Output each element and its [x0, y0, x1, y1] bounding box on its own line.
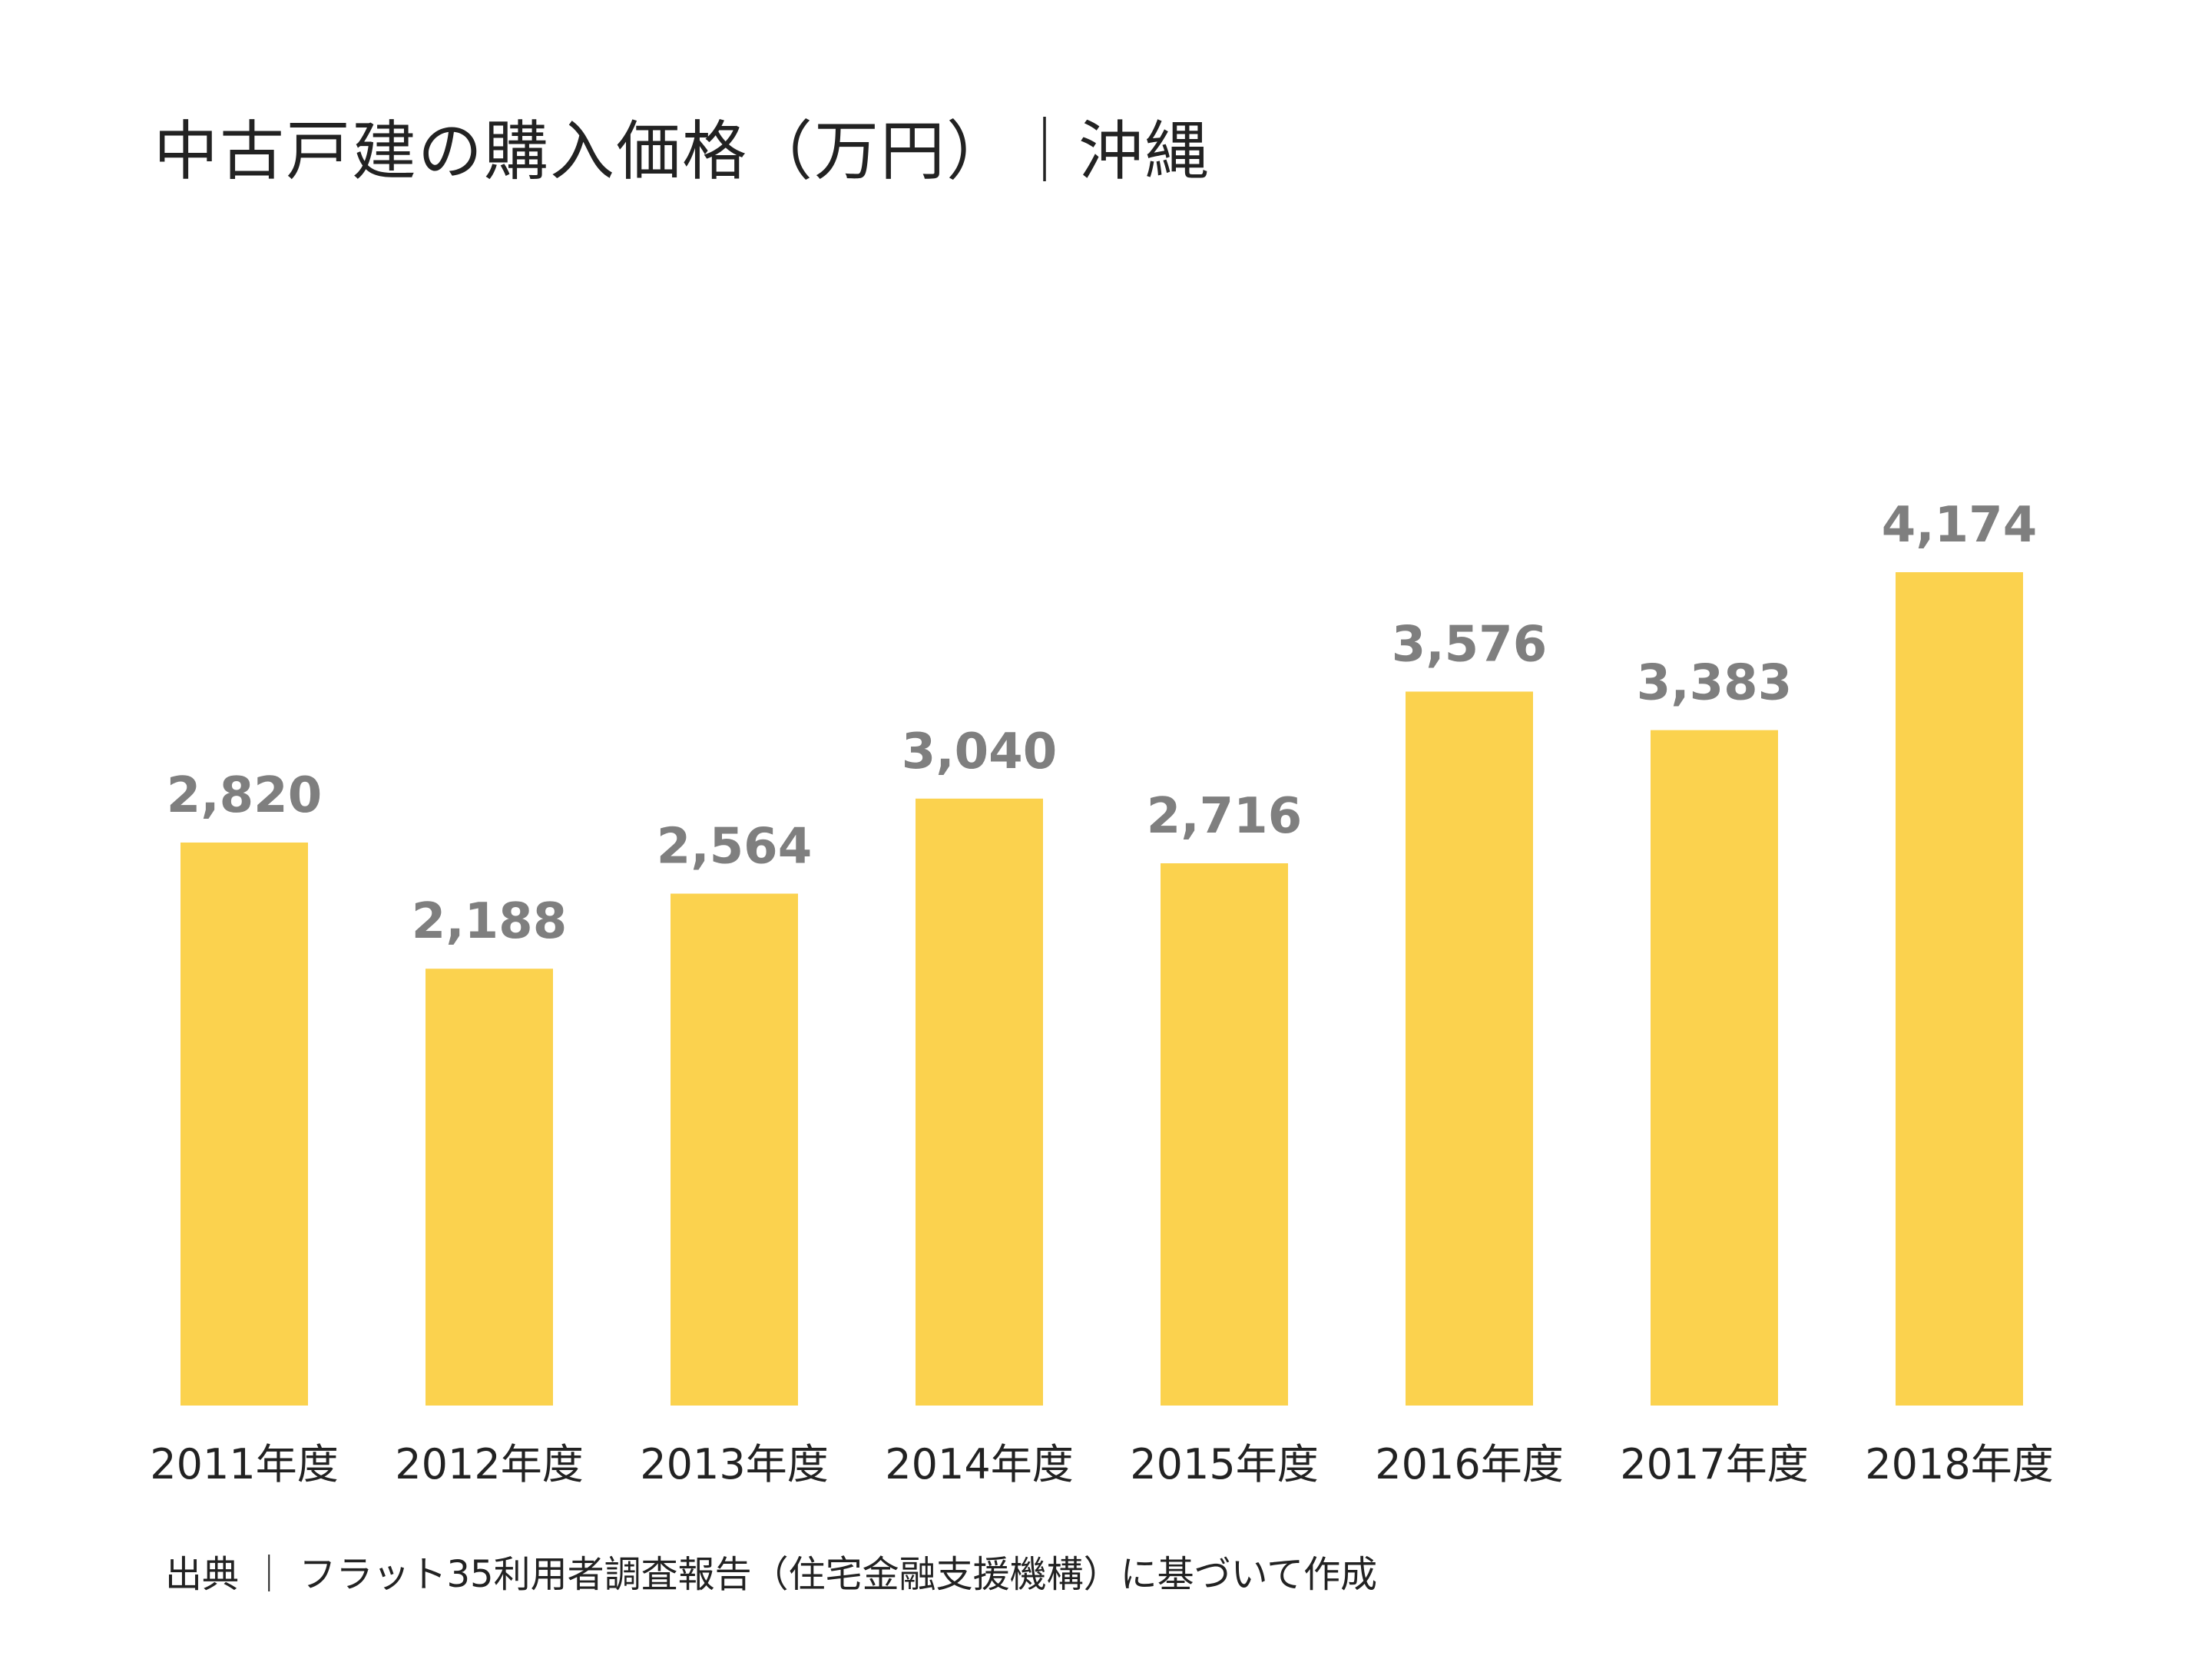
x-tick-label: 2017年度: [1620, 1440, 1808, 1488]
bar-2012年度: [426, 969, 553, 1406]
x-tick-label: 2018年度: [1865, 1440, 2053, 1488]
value-label: 2,188: [412, 893, 567, 950]
bar-2014年度: [916, 798, 1043, 1406]
source-note: 出典 ｜ フラット35利用者調査報告（住宅金融支援機構）に基づいて作成: [165, 1553, 1378, 1596]
x-tick-label: 2014年度: [885, 1440, 1073, 1488]
value-label: 2,820: [167, 767, 322, 824]
value-label: 2,716: [1147, 788, 1302, 845]
bar-2018年度: [1896, 572, 2023, 1406]
x-tick-label: 2012年度: [395, 1440, 583, 1488]
bar-2013年度: [671, 893, 798, 1406]
x-tick-label: 2016年度: [1375, 1440, 1563, 1488]
x-tick-label: 2015年度: [1130, 1440, 1318, 1488]
bar-2015年度: [1161, 863, 1288, 1406]
value-label: 2,564: [657, 819, 812, 876]
chart-title: 中古戸建の購入価格（万円）｜沖縄: [154, 114, 1211, 189]
value-label: 3,576: [1392, 616, 1547, 673]
bar-2011年度: [180, 842, 308, 1406]
value-label: 4,174: [1882, 497, 2037, 554]
value-label: 3,040: [902, 724, 1057, 780]
x-tick-label: 2013年度: [640, 1440, 828, 1488]
x-tick-label: 2011年度: [150, 1440, 338, 1488]
bar-2016年度: [1406, 691, 1533, 1406]
bar-2017年度: [1651, 730, 1778, 1406]
value-label: 3,383: [1637, 655, 1792, 712]
